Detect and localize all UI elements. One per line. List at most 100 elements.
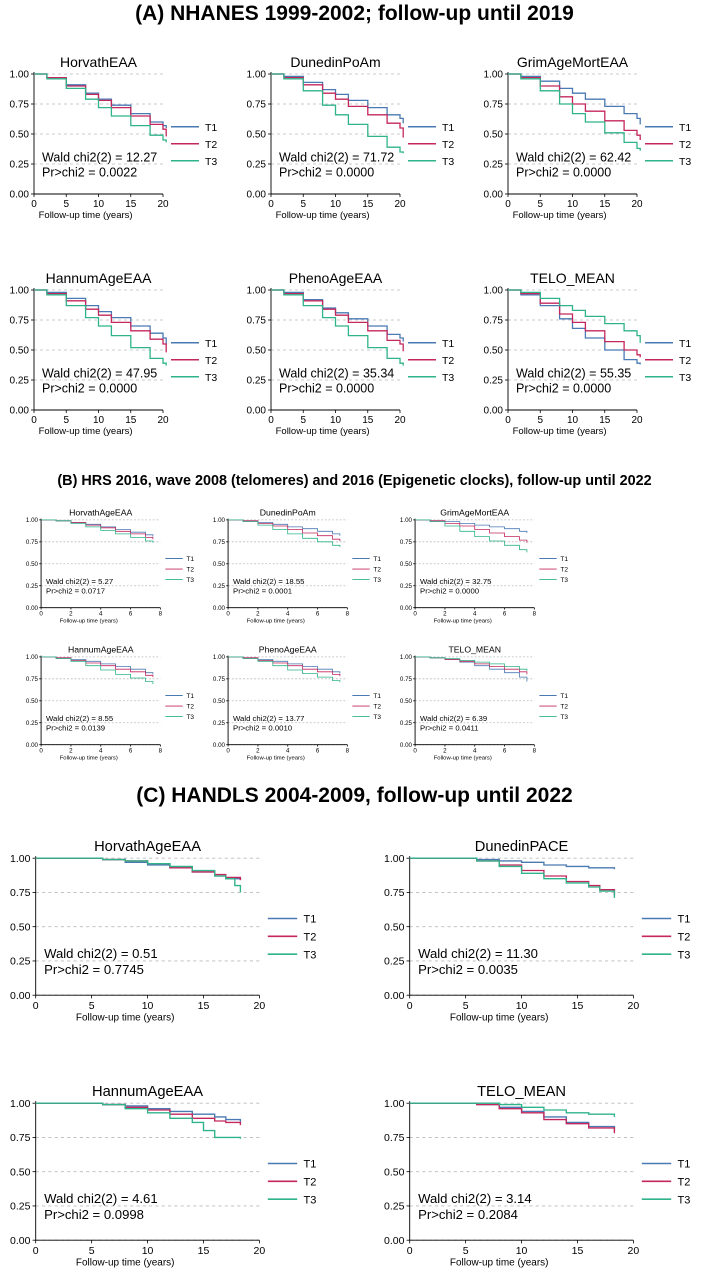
series-line-t2 bbox=[34, 289, 167, 353]
wald-chi2-text: Wald chi2(2) = 0.51 bbox=[44, 946, 158, 961]
series-line-t3 bbox=[409, 1102, 616, 1117]
legend-label: T1 bbox=[678, 914, 691, 926]
wald-chi2-text: Wald chi2(2) = 35.34 bbox=[279, 367, 394, 381]
x-tick-label: 20 bbox=[157, 415, 169, 426]
chart-a4: HannumAgeEAA 0.00 0.25 0.50 0.75 1.00 0 5 10 15 20… bbox=[10, 270, 218, 437]
y-tick-label: 1.00 bbox=[384, 1098, 405, 1110]
wald-chi2-text: Wald chi2(2) = 3.14 bbox=[418, 1191, 532, 1206]
legend-label: T1 bbox=[442, 338, 454, 350]
y-tick-label: 0.50 bbox=[26, 698, 39, 705]
p-value-text: Pr>chi2 = 0.0717 bbox=[46, 586, 105, 595]
x-tick-label: 4 bbox=[473, 748, 477, 755]
chart-title: DunedinPoAm bbox=[290, 54, 380, 70]
series-line-t3 bbox=[415, 656, 528, 671]
legend-label: T1 bbox=[679, 122, 691, 134]
x-axis-label: Follow-up time (years) bbox=[60, 619, 118, 625]
wald-chi2-text: Wald chi2(2) = 4.61 bbox=[44, 1191, 158, 1206]
x-tick-label: 20 bbox=[628, 1245, 640, 1257]
x-axis-label: Follow-up time (years) bbox=[247, 756, 305, 762]
y-tick-label: 0.25 bbox=[484, 160, 504, 171]
x-tick-label: 15 bbox=[362, 415, 374, 426]
y-tick-label: 0.00 bbox=[384, 1235, 405, 1247]
x-tick-label: 10 bbox=[142, 1245, 154, 1257]
x-axis-label: Follow-up time (years) bbox=[276, 210, 370, 221]
legend-label: T2 bbox=[186, 704, 194, 711]
series-line-t2 bbox=[41, 519, 154, 540]
y-tick-label: 0.75 bbox=[10, 316, 30, 327]
y-tick-label: 0.25 bbox=[10, 1201, 31, 1213]
series-line-t2 bbox=[228, 656, 341, 677]
chart-b3: GrimAgeMortEAA 0.00 0.25 0.50 0.75 1.00 0 2 4 6 8 F… bbox=[400, 508, 568, 625]
legend-label: T2 bbox=[678, 932, 691, 944]
y-tick-label: 0.50 bbox=[484, 346, 504, 357]
legend-label: T2 bbox=[373, 704, 381, 711]
x-tick-label: 20 bbox=[254, 1000, 266, 1012]
chart-c4: TELO_MEAN 0.00 0.25 0.50 0.75 1.00 0 5 10 15 20 Fol… bbox=[384, 1084, 691, 1269]
x-tick-label: 0 bbox=[268, 199, 274, 210]
section-title-b: (B) HRS 2016, wave 2008 (telomeres) and … bbox=[57, 473, 652, 489]
series-line-t3 bbox=[41, 519, 154, 543]
x-tick-label: 8 bbox=[346, 611, 350, 618]
legend-label: T2 bbox=[560, 704, 568, 711]
wald-chi2-text: Wald chi2(2) = 71.72 bbox=[279, 151, 394, 165]
x-tick-label: 5 bbox=[89, 1000, 95, 1012]
x-tick-label: 2 bbox=[69, 748, 73, 755]
series-line-t1 bbox=[409, 857, 616, 870]
wald-chi2-text: Wald chi2(2) = 11.30 bbox=[418, 946, 538, 961]
x-tick-label: 10 bbox=[330, 199, 342, 210]
y-tick-label: 0.75 bbox=[213, 676, 226, 683]
y-tick-label: 0.50 bbox=[400, 561, 413, 568]
legend-label: T2 bbox=[186, 567, 194, 574]
chart-title: TELO_MEAN bbox=[448, 645, 501, 655]
x-tick-label: 0 bbox=[407, 1000, 413, 1012]
x-tick-label: 10 bbox=[330, 415, 342, 426]
x-tick-label: 8 bbox=[533, 748, 537, 755]
x-tick-label: 15 bbox=[572, 1000, 584, 1012]
x-tick-label: 15 bbox=[125, 199, 137, 210]
y-tick-label: 1.00 bbox=[484, 286, 504, 297]
x-tick-label: 5 bbox=[463, 1000, 469, 1012]
legend-label: T1 bbox=[678, 1159, 691, 1171]
chart-a1: HorvathEAA 0.00 0.25 0.50 0.75 1.00 0 5 10 15 20 Fo… bbox=[10, 54, 218, 221]
x-tick-label: 10 bbox=[567, 199, 579, 210]
y-tick-label: 0.50 bbox=[10, 346, 30, 357]
y-tick-label: 0.50 bbox=[26, 561, 39, 568]
series-line-t2 bbox=[415, 656, 528, 675]
x-tick-label: 5 bbox=[63, 199, 69, 210]
series-line-t3 bbox=[34, 73, 167, 143]
series-line-t1 bbox=[508, 289, 641, 365]
y-tick-label: 1.00 bbox=[26, 517, 39, 524]
x-tick-label: 10 bbox=[93, 199, 105, 210]
p-value-text: Pr>chi2 = 0.2084 bbox=[418, 1207, 518, 1222]
chart-c2: DunedinPACE 0.00 0.25 0.50 0.75 1.00 0 5 10 15 20 F… bbox=[384, 839, 691, 1024]
y-tick-label: 0.50 bbox=[213, 561, 226, 568]
legend-label: T2 bbox=[304, 932, 317, 944]
y-tick-label: 0.25 bbox=[10, 376, 30, 387]
x-tick-label: 0 bbox=[226, 748, 230, 755]
chart-title: DunedinPACE bbox=[475, 839, 569, 855]
wald-chi2-text: Wald chi2(2) = 62.42 bbox=[516, 151, 631, 165]
x-tick-label: 5 bbox=[63, 415, 69, 426]
series-line-t2 bbox=[508, 73, 641, 140]
x-tick-label: 5 bbox=[89, 1245, 95, 1257]
section-title-c: (C) HANDLS 2004-2009, follow-up until 20… bbox=[136, 784, 573, 807]
x-tick-label: 10 bbox=[142, 1000, 154, 1012]
y-tick-label: 0.00 bbox=[26, 605, 39, 612]
y-tick-label: 0.75 bbox=[400, 676, 413, 683]
x-tick-label: 8 bbox=[159, 611, 163, 618]
y-tick-label: 1.00 bbox=[484, 70, 504, 81]
chart-b1: HorvathAgeEAA 0.00 0.25 0.50 0.75 1.00 0 2 4 6 8 Fo… bbox=[26, 508, 194, 625]
x-tick-label: 5 bbox=[537, 199, 543, 210]
x-axis-label: Follow-up time (years) bbox=[434, 619, 492, 625]
series-line-t3 bbox=[41, 656, 154, 685]
x-tick-label: 0 bbox=[39, 748, 43, 755]
x-tick-label: 15 bbox=[572, 1245, 584, 1257]
x-axis-label: Follow-up time (years) bbox=[39, 210, 133, 221]
y-tick-label: 0.75 bbox=[384, 1132, 405, 1144]
p-value-text: Pr>chi2 = 0.0000 bbox=[516, 382, 611, 396]
x-tick-label: 20 bbox=[628, 1000, 640, 1012]
y-tick-label: 0.00 bbox=[247, 190, 267, 201]
wald-chi2-text: Wald chi2(2) = 13.77 bbox=[233, 714, 304, 723]
chart-c1: HorvathAgeEAA 0.00 0.25 0.50 0.75 1.00 0 5 10 15 2… bbox=[10, 839, 317, 1024]
y-tick-label: 0.25 bbox=[247, 376, 267, 387]
